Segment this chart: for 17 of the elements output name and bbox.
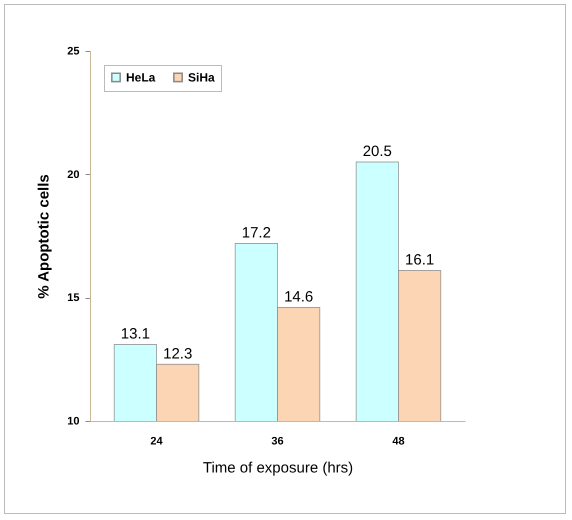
legend-label: HeLa: [126, 70, 156, 84]
data-label: 17.2: [242, 224, 271, 242]
y-tick-label: 20: [67, 168, 80, 181]
y-tick-label: 15: [67, 292, 80, 304]
x-tick-label: 24: [150, 436, 164, 448]
legend-label: SiHa: [188, 70, 216, 84]
x-tick-label: 48: [392, 436, 405, 448]
data-label: 14.6: [284, 288, 314, 306]
y-tick-label: 25: [67, 46, 80, 58]
data-label: 13.1: [120, 326, 150, 343]
y-tick-label: 10: [67, 416, 80, 428]
y-axis-title: % Apoptotic cells: [35, 174, 52, 299]
x-axis-title: Time of exposure (hrs): [202, 460, 354, 476]
data-label: 20.5: [362, 143, 392, 160]
x-tick-label: 36: [271, 436, 284, 448]
data-label: 16.1: [405, 252, 434, 269]
data-label: 12.3: [163, 345, 192, 362]
